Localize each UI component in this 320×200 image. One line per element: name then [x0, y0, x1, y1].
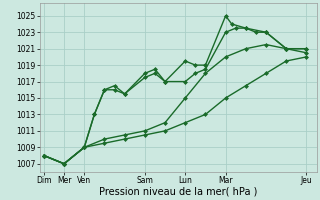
X-axis label: Pression niveau de la mer( hPa ): Pression niveau de la mer( hPa ) [99, 187, 257, 197]
